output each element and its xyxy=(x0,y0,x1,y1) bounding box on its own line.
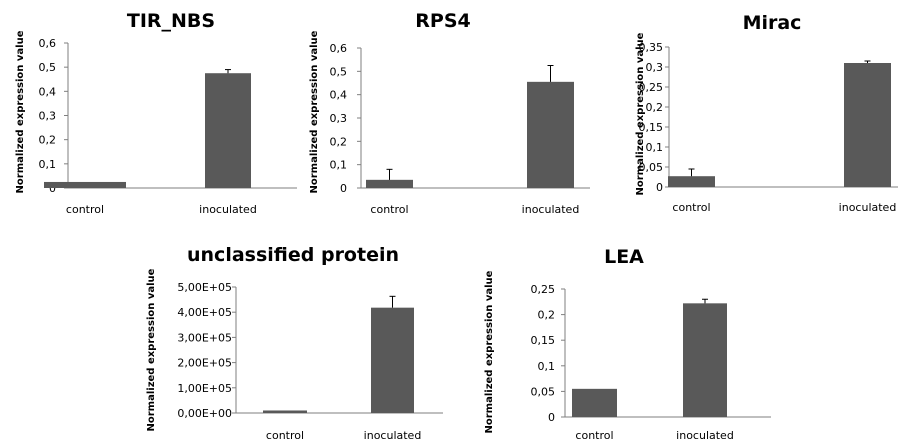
unclassified-protein-y-tick-label: 0,00E+00 xyxy=(177,407,232,420)
tir-nbs-y-tick-label: 0 xyxy=(49,182,56,195)
unclassified-protein-y-tick-label: 2,00E+05 xyxy=(177,357,232,370)
mirac-chart-title: Mirac xyxy=(743,12,802,34)
lea-y-tick-label: 0,1 xyxy=(538,360,556,373)
tir-nbs-chart-title: TIR_NBS xyxy=(127,10,215,32)
tir-nbs-y-axis-label: Normalized expression value xyxy=(15,30,26,193)
tir-nbs-y-tick-label: 0,6 xyxy=(39,37,57,50)
lea-y-axis-label: Normalized expression value xyxy=(484,270,495,433)
rps4-bar-control xyxy=(366,179,413,188)
mirac-bar-control xyxy=(668,176,715,187)
lea-bar-control xyxy=(572,388,617,417)
unclassified-protein-y-tick-label: 4,00E+05 xyxy=(177,306,232,319)
unclassified-protein-y-tick-label: 3,00E+05 xyxy=(177,331,232,344)
lea-y-tick-label: 0,05 xyxy=(531,385,556,398)
rps4-bar-inoculated xyxy=(527,81,574,188)
tir-nbs-bar-inoculated xyxy=(205,73,251,188)
rps4-y-tick-label: 0,4 xyxy=(330,89,348,102)
unclassified-protein-y-tick-label: 5,00E+05 xyxy=(177,281,232,294)
lea-bar-inoculated xyxy=(683,303,727,417)
tir-nbs-y-tick-label: 0,4 xyxy=(39,85,57,98)
unclassified-protein-y-axis-label: Normalized expression value xyxy=(146,268,157,431)
rps4-y-tick-label: 0,6 xyxy=(330,42,348,55)
tir-nbs-category-label: control xyxy=(66,203,104,216)
lea-y-tick-label: 0,2 xyxy=(538,309,556,322)
unclassified-protein-y-tick-label: 1,00E+05 xyxy=(177,382,232,395)
tir-nbs-y-tick-label: 0,5 xyxy=(39,61,57,74)
rps4-y-axis-label: Normalized expression value xyxy=(309,30,320,193)
mirac-category-label: inoculated xyxy=(839,201,897,214)
mirac-y-tick-label: 0,25 xyxy=(639,81,664,94)
mirac-y-tick-label: 0,05 xyxy=(639,161,664,174)
tir-nbs-y-tick-label: 0,2 xyxy=(39,134,57,147)
lea-y-tick-label: 0,25 xyxy=(531,283,556,296)
mirac-y-tick-label: 0,15 xyxy=(639,121,664,134)
mirac-y-tick-label: 0,1 xyxy=(646,141,664,154)
rps4-y-tick-label: 0 xyxy=(340,182,347,195)
rps4-chart-title: RPS4 xyxy=(415,10,470,32)
mirac-y-tick-label: 0,35 xyxy=(639,41,664,54)
unclassified-protein-category-label: control xyxy=(266,429,304,442)
lea-chart-title: LEA xyxy=(604,246,644,268)
unclassified-protein-bar-control xyxy=(263,410,307,413)
lea-category-label: inoculated xyxy=(676,429,734,442)
mirac-y-tick-label: 0 xyxy=(656,181,663,194)
unclassified-protein-chart-title: unclassified protein xyxy=(187,244,399,266)
rps4-y-tick-label: 0,1 xyxy=(330,159,348,172)
rps4-y-tick-label: 0,5 xyxy=(330,65,348,78)
mirac-y-axis-label: Normalized expression value xyxy=(635,32,646,195)
lea-y-tick-label: 0,15 xyxy=(531,334,556,347)
lea-category-label: control xyxy=(575,429,613,442)
tir-nbs-y-tick-label: 0,3 xyxy=(39,110,57,123)
rps4-y-tick-label: 0,3 xyxy=(330,112,348,125)
rps4-category-label: control xyxy=(370,203,408,216)
unclassified-protein-category-label: inoculated xyxy=(364,429,422,442)
mirac-y-tick-label: 0,3 xyxy=(646,61,664,74)
tir-nbs-bar-control xyxy=(44,181,126,188)
tir-nbs-y-tick-label: 0,1 xyxy=(39,158,57,171)
rps4-y-tick-label: 0,2 xyxy=(330,135,348,148)
unclassified-protein-bar-inoculated xyxy=(371,307,414,413)
mirac-category-label: control xyxy=(672,201,710,214)
tir-nbs-category-label: inoculated xyxy=(199,203,257,216)
mirac-bar-inoculated xyxy=(844,63,891,187)
lea-y-tick-label: 0 xyxy=(548,411,555,424)
rps4-category-label: inoculated xyxy=(522,203,580,216)
mirac-y-tick-label: 0,2 xyxy=(646,101,664,114)
